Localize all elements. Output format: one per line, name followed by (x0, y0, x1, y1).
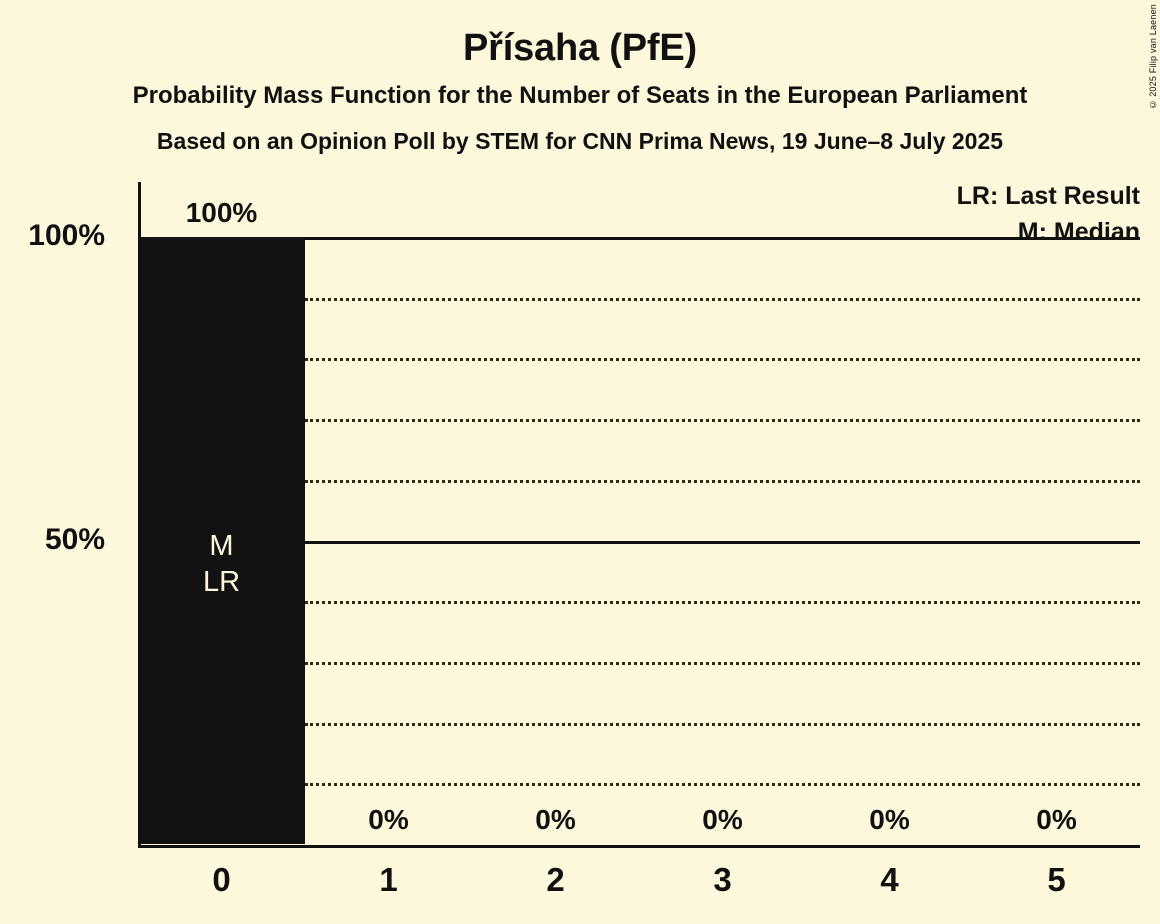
chart-subtitle: Probability Mass Function for the Number… (132, 82, 1028, 109)
x-axis-line (138, 845, 1140, 848)
bar-value-label: 0% (1036, 804, 1077, 835)
gridline-dotted (305, 419, 1140, 423)
x-axis-tick-label: 2 (546, 861, 565, 898)
gridline-dotted (305, 358, 1140, 362)
bar-marker-labels: M LR (138, 528, 305, 600)
legend-entry-median: M: Median (1017, 218, 1140, 246)
bar-value-label: 100% (185, 197, 258, 228)
x-axis-tick-label: 1 (379, 861, 398, 898)
gridline-dotted (305, 601, 1140, 605)
y-axis-tick-label: 100% (28, 219, 105, 252)
gridline-solid (305, 237, 1140, 240)
gridline-dotted (305, 661, 1140, 665)
y-axis-line (138, 182, 141, 847)
bar-value-label: 0% (702, 804, 743, 835)
bar[interactable] (138, 237, 305, 844)
chart-header: Přísaha (PfE) Probability Mass Function … (0, 0, 1160, 156)
median-marker: M (209, 530, 234, 563)
page-title: Přísaha (PfE) (463, 27, 697, 69)
plot-area: M LR 100% 0% 0% 0% 0% 0% 100% 50% 0 1 2 3 4 5 (28, 182, 1140, 898)
x-axis-tick-label: 3 (713, 861, 732, 898)
chart-source-line: Based on an Opinion Poll by STEM for CNN… (156, 128, 1004, 154)
gridline-dotted (305, 722, 1140, 726)
gridline-dotted (305, 783, 1140, 787)
gridline-solid (305, 540, 1140, 544)
x-axis-tick-label: 4 (880, 861, 899, 898)
gridline-dotted (305, 297, 1140, 301)
y-axis-tick-label: 50% (44, 522, 105, 556)
last-result-marker: LR (202, 566, 241, 599)
x-axis-tick-label: 5 (1047, 861, 1066, 898)
legend-entry-last-result: LR: Last Result (956, 182, 1140, 210)
x-axis-tick-label: 0 (212, 861, 231, 898)
gridline-dotted (305, 479, 1140, 483)
bar-value-label: 0% (535, 804, 576, 835)
chart-legend: LR: Last Result M: Median (957, 178, 1140, 250)
bar-value-label: 0% (368, 804, 409, 835)
copyright-notice: © 2025 Filip van Laenen (1148, 4, 1158, 110)
bar-value-label: 0% (869, 804, 910, 835)
